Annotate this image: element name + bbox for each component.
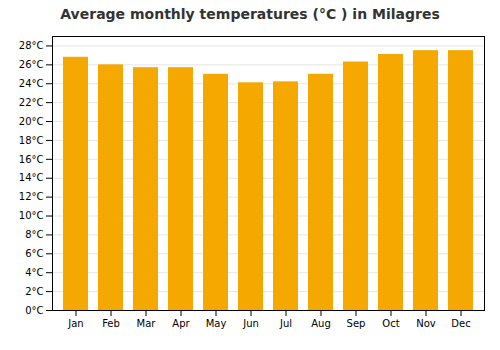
svg-text:Jan: Jan: [67, 318, 83, 329]
svg-text:10°C: 10°C: [19, 210, 44, 221]
svg-text:Aug: Aug: [311, 318, 331, 329]
svg-text:Jun: Jun: [242, 318, 259, 329]
svg-text:18°C: 18°C: [19, 135, 44, 146]
svg-text:16°C: 16°C: [19, 154, 44, 165]
svg-text:May: May: [206, 318, 227, 329]
svg-text:28°C: 28°C: [19, 40, 44, 51]
svg-text:Feb: Feb: [102, 318, 120, 329]
svg-text:12°C: 12°C: [19, 191, 44, 202]
svg-text:Sep: Sep: [347, 318, 366, 329]
svg-text:6°C: 6°C: [25, 248, 43, 259]
html-text:Average monthly temperatures (: Average monthly temperatures (°C ) in Mi…: [60, 6, 440, 22]
svg-text:24°C: 24°C: [19, 78, 44, 89]
svg-text:2°C: 2°C: [25, 286, 43, 297]
svg-text:0°C: 0°C: [25, 305, 43, 316]
svg-text:4°C: 4°C: [25, 267, 43, 278]
svg-text:Mar: Mar: [137, 318, 157, 329]
svg-text:14°C: 14°C: [19, 172, 44, 183]
svg-text:Oct: Oct: [382, 318, 399, 329]
svg-text:Dec: Dec: [451, 318, 470, 329]
svg-text:26°C: 26°C: [19, 59, 44, 70]
svg-text:8°C: 8°C: [25, 229, 43, 240]
svg-text:22°C: 22°C: [19, 97, 44, 108]
svg-text:Jul: Jul: [279, 318, 292, 329]
svg-text:20°C: 20°C: [19, 116, 44, 127]
svg-text:Nov: Nov: [416, 318, 436, 329]
svg-text:Apr: Apr: [172, 318, 190, 329]
